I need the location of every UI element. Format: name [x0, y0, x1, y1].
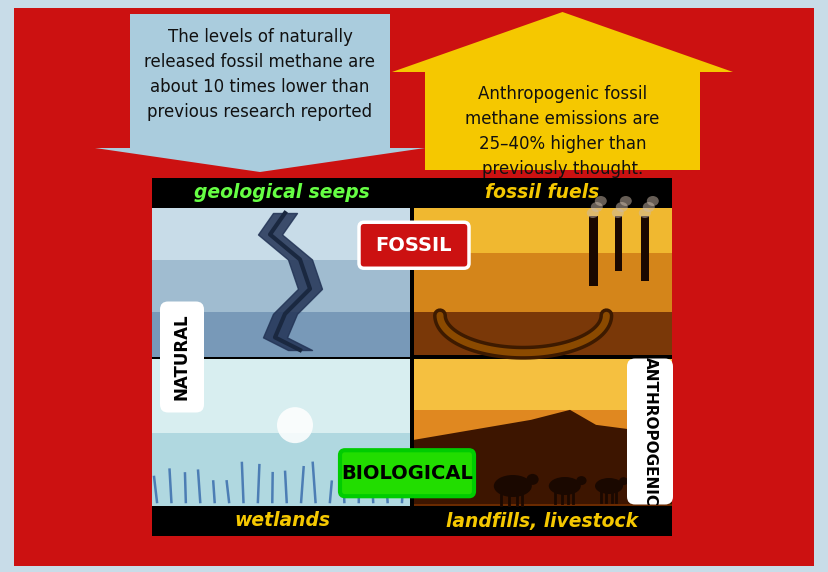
Text: Anthropogenic fossil
methane emissions are
25–40% higher than
previously thought: Anthropogenic fossil methane emissions a… [465, 85, 659, 178]
FancyBboxPatch shape [339, 450, 474, 496]
Ellipse shape [638, 208, 650, 218]
Bar [152, 260, 410, 312]
Text: wetlands: wetlands [233, 511, 330, 530]
Ellipse shape [629, 479, 654, 493]
Ellipse shape [646, 196, 658, 206]
Polygon shape [413, 410, 672, 504]
Ellipse shape [586, 208, 598, 218]
Ellipse shape [595, 478, 623, 494]
Ellipse shape [619, 477, 628, 485]
Bar [152, 208, 410, 260]
Bar [413, 208, 672, 355]
Bar [413, 312, 672, 355]
FancyBboxPatch shape [359, 223, 469, 268]
Text: landfills, livestock: landfills, livestock [445, 511, 638, 530]
Bar [413, 462, 672, 506]
Ellipse shape [575, 476, 586, 485]
Ellipse shape [590, 202, 602, 212]
Text: geological seeps: geological seeps [194, 184, 369, 202]
Bar [152, 312, 410, 357]
Bar [413, 359, 672, 411]
Text: ANTHROPOGENIC: ANTHROPOGENIC [642, 357, 657, 506]
Polygon shape [392, 12, 732, 170]
FancyBboxPatch shape [160, 301, 204, 412]
Bar [413, 359, 672, 506]
Text: fossil fuels: fossil fuels [484, 184, 599, 202]
Ellipse shape [615, 202, 627, 212]
Bar [614, 216, 621, 271]
Text: The levels of naturally
released fossil methane are
about 10 times lower than
pr: The levels of naturally released fossil … [144, 28, 375, 121]
Ellipse shape [651, 478, 659, 485]
Bar [152, 208, 410, 355]
Ellipse shape [493, 475, 531, 497]
Bar [413, 253, 672, 312]
Text: BIOLOGICAL: BIOLOGICAL [340, 464, 472, 483]
Circle shape [277, 407, 313, 443]
Bar [413, 208, 672, 253]
Bar [152, 359, 410, 432]
Bar [152, 432, 410, 506]
Bar [152, 178, 672, 536]
Polygon shape [95, 14, 425, 172]
Text: NATURAL: NATURAL [173, 313, 190, 400]
Ellipse shape [594, 196, 606, 206]
FancyBboxPatch shape [626, 359, 672, 505]
Bar [640, 216, 648, 281]
Bar [413, 411, 672, 462]
Bar [152, 359, 410, 506]
Ellipse shape [619, 196, 631, 206]
Ellipse shape [548, 477, 580, 495]
Ellipse shape [642, 202, 654, 212]
Ellipse shape [526, 474, 538, 485]
Ellipse shape [611, 208, 623, 218]
Bar [588, 216, 597, 286]
Text: FOSSIL: FOSSIL [375, 236, 452, 255]
